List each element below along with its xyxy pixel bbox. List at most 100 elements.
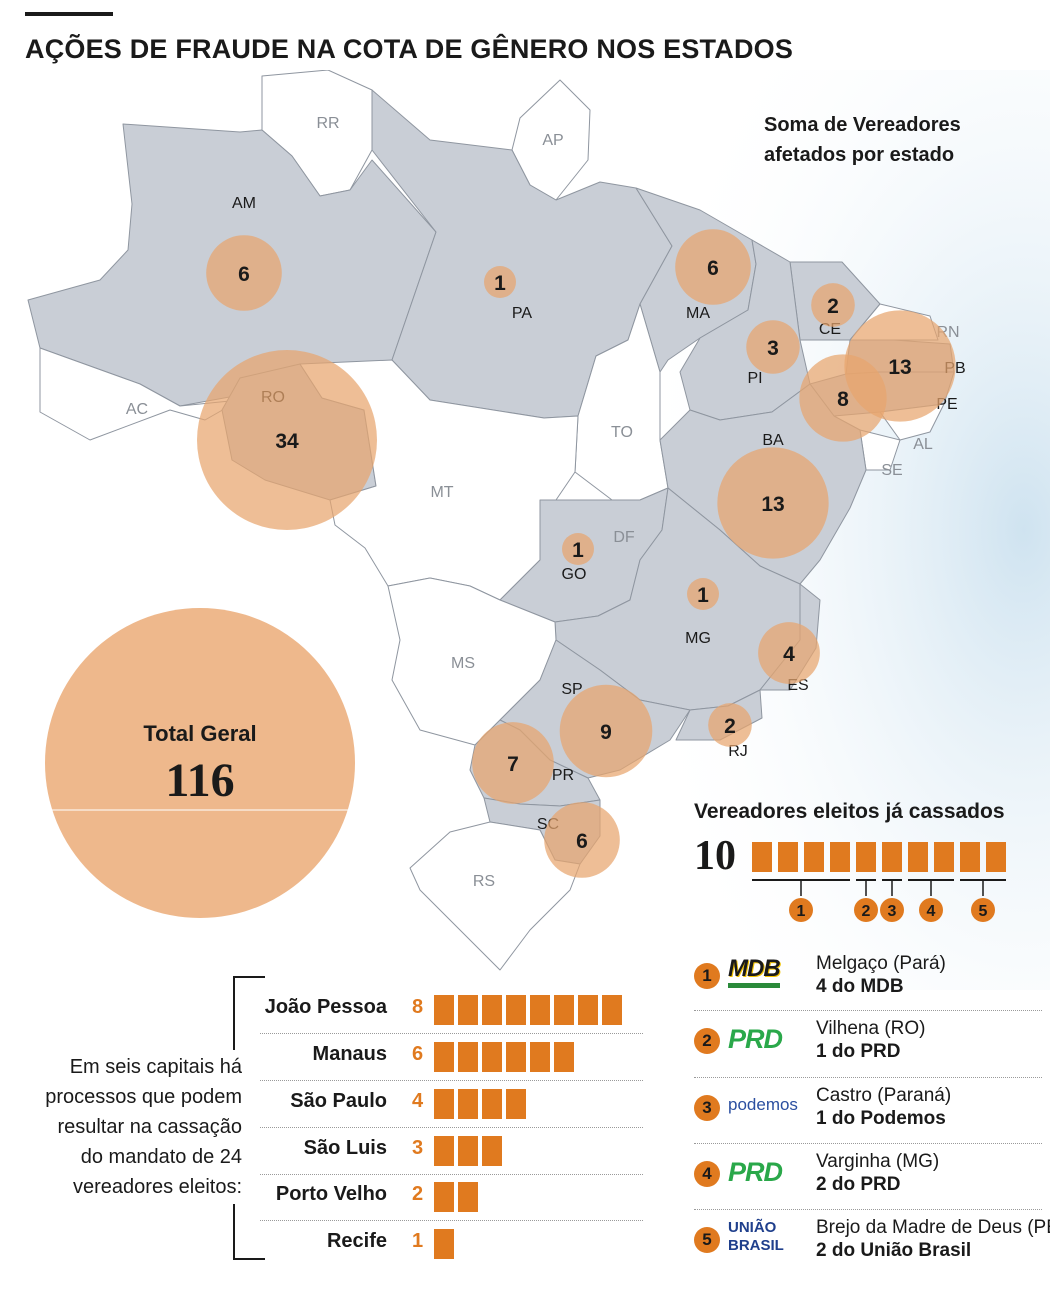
capital-bar-square [482,1136,502,1166]
row-divider [260,1080,643,1081]
capital-bar-square [458,1042,478,1072]
group-marker [789,898,813,922]
capitals-note-line: Em seis capitais há [69,1056,242,1078]
state-bubble-ba [717,447,829,559]
capital-bar-square [506,1042,526,1072]
capital-name: Porto Velho [275,1183,387,1205]
title-rule [25,12,113,16]
state-label-am: AM [232,195,256,212]
state-label-mg: MG [685,630,711,647]
party-count: 4 do MDB [816,976,904,997]
capitals-note-line: vereadores eleitos: [73,1176,242,1198]
group-marker [919,898,943,922]
capital-bar-square [434,1182,454,1212]
state-count-pa: 1 [494,272,506,295]
capital-count: 4 [412,1090,424,1112]
capital-bar-square [482,995,502,1025]
party-row: 3 podemos Castro (Paraná) 1 do Podemos [694,1077,1042,1147]
state-bubble-pa [484,266,516,298]
party-row: 1 MDB Melgaço (Pará) 4 do MDB [694,953,1042,1015]
state-bubble-pe [799,354,887,442]
group-marker [854,898,878,922]
capitals-note-line: resultar na cassação [57,1116,242,1138]
group-marker [971,898,995,922]
legend-note-line: afetados por estado [764,144,955,166]
capital-name: São Paulo [290,1090,387,1112]
capital-row: Recife 1 [260,1222,643,1268]
prd-logo-icon: PRD [728,1153,800,1193]
capital-count: 8 [412,996,424,1018]
state-label-ba: BA [762,432,784,449]
party-city: Brejo da Madre de Deus (PE) [816,1217,1050,1238]
row-divider [694,1010,1042,1011]
capital-name: Manaus [312,1043,387,1065]
state-label-ms: MS [451,655,475,672]
state-label-mt: MT [430,484,453,501]
state-bubble-ma [675,229,751,305]
group-marker-number: 1 [797,903,806,920]
state-count-ro: 34 [275,430,299,453]
total-bubble [45,608,355,918]
state-bubble-pr [472,722,554,804]
state-count-rj: 2 [724,715,736,738]
capital-bar-square [434,1229,454,1259]
capital-count: 6 [412,1043,424,1065]
cassado-square [934,842,954,872]
state-label-rs: RS [473,873,495,890]
capital-count: 3 [412,1137,424,1159]
map-legend-note: Soma de Vereadores afetados por estado [764,110,961,170]
group-marker-number: 5 [979,903,988,920]
party-row: 5 UNIÃO BRASIL Brejo da Madre de Deus (P… [694,1209,1050,1279]
capital-bars [434,1229,458,1259]
capital-bar-square [434,995,454,1025]
cassado-square [856,842,876,872]
state-count-am: 6 [238,263,250,286]
capital-bar-square [554,1042,574,1072]
row-divider [260,1127,643,1128]
capital-bar-square [602,995,622,1025]
capitals-note-line: processos que podem [45,1086,242,1108]
state-count-ce: 2 [827,295,839,318]
page-title: AÇÕES DE FRAUDE NA COTA DE GÊNERO NOS ES… [25,34,794,64]
state-label-ac: AC [126,401,148,418]
state-count-pe: 8 [837,388,849,411]
capital-bar-square [458,995,478,1025]
party-logo-text: podemos [728,1095,798,1114]
capital-name: João Pessoa [264,996,387,1018]
cassados-title: Vereadores eleitos já cassados [694,800,1005,823]
state-count-pi: 3 [767,337,779,360]
capital-bar-square [434,1042,454,1072]
capital-bar-square [578,995,598,1025]
capital-bar-square [554,995,574,1025]
mdb-logo-icon: MDB [728,955,800,995]
legend-note-line: Soma de Vereadores [764,114,961,136]
row-divider [260,1174,643,1175]
state-bubble-sp [559,684,653,778]
capital-bar-square [530,1042,550,1072]
capital-bar-square [434,1089,454,1119]
party-city: Castro (Paraná) [816,1085,952,1106]
capital-name: São Luis [303,1137,387,1159]
state-count-sp: 9 [600,721,612,744]
cassado-square [752,842,772,872]
state-bubble-sc [544,802,620,878]
state-bubble-am [206,235,282,311]
prd-logo-icon: PRD [728,1020,800,1060]
party-count: 1 do Podemos [816,1108,946,1129]
state-bubble-pi [746,320,800,374]
cassado-square [908,842,928,872]
capital-bar-square [482,1042,502,1072]
state-label-go: GO [562,566,587,583]
podemos-logo-icon: podemos [728,1087,800,1127]
capital-row: Porto Velho 2 [260,1175,643,1221]
capital-bars [434,1182,482,1212]
capital-bar-square [458,1182,478,1212]
state-label-rr: RR [316,115,339,132]
capital-bars [434,995,626,1025]
party-count: 1 do PRD [816,1041,901,1062]
capital-bar-square [506,1089,526,1119]
state-label-sp: SP [561,681,582,698]
group-marker-number: 2 [862,903,871,920]
party-count: 2 do PRD [816,1174,901,1195]
cassado-square [960,842,980,872]
